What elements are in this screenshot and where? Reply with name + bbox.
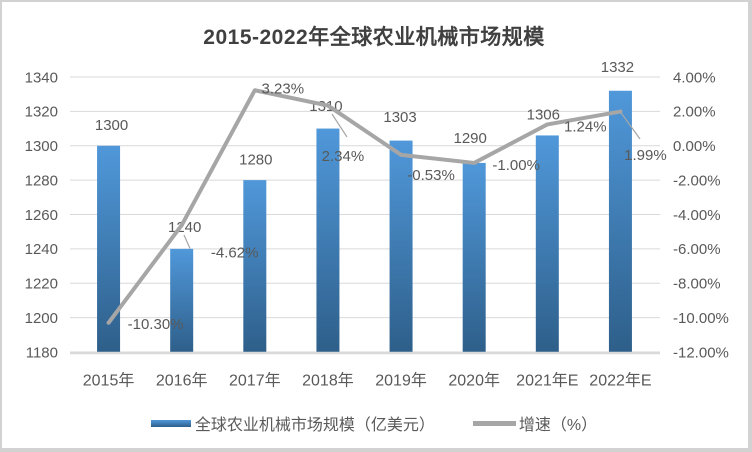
- bar-2022年E: [608, 90, 632, 352]
- bar-series: [97, 90, 632, 352]
- growth-value-label: 1.24%: [564, 119, 607, 136]
- right-axis-tick: -2.00%: [673, 172, 721, 189]
- legend-item-growth: 增速（%）: [472, 411, 598, 435]
- right-axis-tick: -4.00%: [673, 207, 721, 224]
- x-axis-label-2021年E: 2021年E: [516, 372, 578, 390]
- x-axis-label-2018年: 2018年: [302, 372, 354, 390]
- bar-value-label: 1290: [454, 130, 487, 147]
- x-axis-label-2020年: 2020年: [448, 372, 500, 390]
- left-axis-tick: 1180: [26, 344, 58, 361]
- bar-2018年: [316, 128, 340, 352]
- right-axis-tick-labels: 4.00% 2.00% 0.00% -2.00% -4.00% -6.00% -8.00% -…: [673, 69, 729, 361]
- bar-value-label: 1280: [239, 151, 272, 168]
- left-axis-tick: 1280: [25, 172, 58, 189]
- label-leader-line: [183, 234, 191, 249]
- growth-value-label: 1.99%: [624, 147, 667, 164]
- x-axis-label-2022年E: 2022年E: [589, 372, 651, 390]
- growth-line-series: [106, 88, 623, 325]
- right-axis-tick: 2.00%: [673, 104, 716, 121]
- left-axis-tick: 1300: [25, 138, 58, 155]
- legend-label-market-size: 全球农业机械市场规模（亿美元）: [194, 417, 435, 434]
- chart-title: 2015-2022年全球农业机械市场规模: [203, 26, 545, 49]
- growth-value-label: -10.30%: [128, 316, 184, 333]
- bar-value-label: 1306: [527, 107, 560, 124]
- bar-value-label: 1303: [383, 109, 416, 126]
- bar-2020年: [462, 162, 486, 352]
- left-axis-tick: 1200: [25, 310, 58, 327]
- left-axis-tick-labels: 1340 1320 1300 1280 1260 1240 1220 1200 1180: [25, 69, 58, 361]
- bar-2021年E: [535, 135, 559, 352]
- label-leader-line: [620, 111, 641, 140]
- growth-value-label: 2.34%: [322, 148, 365, 165]
- right-axis-tick: -10.00%: [673, 310, 729, 327]
- right-axis-tick: -8.00%: [673, 276, 721, 293]
- left-axis-tick: 1320: [25, 104, 58, 121]
- left-axis-tick: 1220: [25, 276, 58, 293]
- bar-2015年: [97, 145, 121, 352]
- legend-label-growth: 增速（%）: [518, 417, 598, 434]
- bar-series-swatch-icon: [150, 419, 191, 427]
- x-axis-label-2017年: 2017年: [229, 372, 281, 390]
- growth-value-label: -0.53%: [407, 167, 455, 184]
- label-leader-lines: [183, 111, 641, 249]
- right-axis-tick: -12.00%: [673, 344, 729, 361]
- chart-legend: 全球农业机械市场规模（亿美元） 增速（%）: [2, 411, 746, 435]
- bar-2019年: [389, 140, 413, 352]
- bar-2017年: [243, 180, 267, 352]
- left-axis-tick: 1260: [25, 207, 58, 224]
- x-axis-label-2019年: 2019年: [375, 372, 427, 390]
- x-axis-category-labels: 2015年 2016年 2017年 2018年 2019年 2020年 2021年E 2022…: [83, 372, 652, 390]
- line-series-swatch-icon: [472, 420, 516, 426]
- left-axis-tick: 1340: [25, 69, 58, 86]
- x-axis-label-2015年: 2015年: [83, 372, 135, 390]
- x-axis-label-2016年: 2016年: [156, 372, 208, 390]
- right-axis-tick: -6.00%: [673, 241, 721, 258]
- bar-value-label: 1332: [601, 59, 634, 76]
- growth-line: [106, 88, 623, 325]
- growth-value-labels: -10.30% -4.62% 3.23% 2.34% -0.53% -1.00% 1.24%…: [128, 80, 667, 333]
- growth-value-label: 3.23%: [262, 80, 305, 97]
- label-leader-line: [331, 113, 348, 138]
- left-axis-tick: 1240: [25, 241, 58, 258]
- right-axis-tick: 4.00%: [673, 69, 716, 86]
- legend-item-market-size: 全球农业机械市场规模（亿美元）: [150, 411, 435, 435]
- bar-value-label: 1300: [95, 117, 128, 134]
- growth-value-label: -1.00%: [492, 157, 540, 174]
- bar-2016年: [170, 248, 194, 352]
- growth-value-label: -4.62%: [211, 244, 259, 261]
- right-axis-tick: 0.00%: [673, 138, 716, 155]
